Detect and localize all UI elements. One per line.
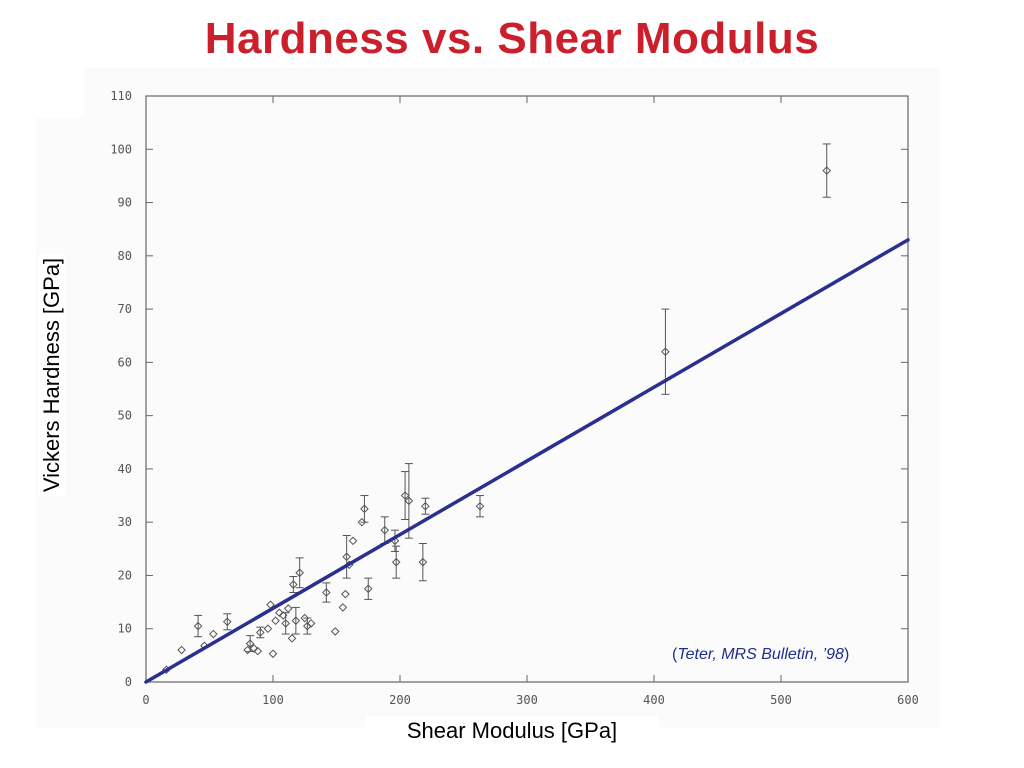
x-axis-label: Shear Modulus [GPa] (366, 716, 658, 746)
citation-annotation: (Teter, MRS Bulletin, ’98) (672, 646, 849, 664)
citation-open-paren: ( (672, 646, 678, 663)
data-point-marker (330, 627, 340, 636)
citation-text: Teter, MRS Bulletin, ’98 (677, 646, 844, 663)
data-point-marker (380, 525, 390, 535)
fit-line (144, 238, 910, 684)
y-axis-label: Vickers Hardness [GPa] (39, 253, 65, 497)
data-point-marker (322, 588, 331, 597)
data-point-marker (400, 491, 410, 500)
data-point-marker (209, 629, 218, 639)
data-points (162, 143, 832, 675)
x-tick-label: 100 (262, 693, 284, 707)
y-tick-label: 100 (110, 142, 132, 156)
plot-frame (145, 95, 909, 683)
data-point-marker (268, 649, 278, 659)
data-point-marker (275, 608, 284, 618)
y-tick-label: 20 (118, 568, 132, 582)
y-tick-label: 30 (118, 515, 132, 529)
y-tick-label: 110 (110, 89, 132, 103)
data-point-marker (661, 347, 670, 357)
data-point-marker (306, 619, 316, 628)
data-point-marker (255, 628, 265, 637)
x-axis: 0 100 200 300 400 500 600 (142, 96, 919, 707)
data-point-marker (253, 646, 263, 656)
data-point-marker (391, 557, 401, 567)
citation-close-paren: ) (843, 646, 850, 663)
data-point-marker (418, 557, 428, 567)
data-point-marker (222, 617, 232, 627)
data-point-marker (283, 604, 293, 613)
y-tick-label: 80 (118, 249, 132, 263)
y-axis: 0 10 20 30 40 50 60 70 80 90 100 110 (110, 89, 908, 689)
x-tick-label: 600 (897, 693, 919, 707)
data-point-marker (302, 621, 312, 631)
data-point-marker (822, 166, 832, 175)
data-point-marker (263, 624, 273, 634)
data-point-marker (289, 580, 298, 589)
x-tick-label: 500 (770, 693, 792, 707)
data-point-marker (177, 645, 186, 655)
data-point-marker (342, 552, 351, 562)
scanned-plot-background (84, 68, 940, 728)
data-point-marker (271, 616, 280, 626)
x-tick-label: 300 (516, 693, 538, 707)
data-point-marker (193, 621, 203, 631)
data-point-marker (245, 639, 255, 648)
data-point-marker (281, 619, 291, 628)
data-point-marker (421, 501, 430, 511)
x-tick-label: 200 (389, 693, 411, 707)
y-tick-label: 70 (118, 302, 132, 316)
y-tick-label: 90 (118, 196, 132, 210)
y-tick-label: 60 (118, 355, 132, 369)
x-tick-label: 0 (142, 693, 149, 707)
data-point-marker (300, 613, 310, 623)
y-tick-label: 10 (118, 622, 132, 636)
chart-title: Hardness vs. Shear Modulus (204, 14, 820, 63)
data-point-marker (360, 504, 369, 514)
x-tick-label: 400 (643, 693, 665, 707)
data-point-marker (363, 584, 373, 594)
data-point-marker (287, 634, 297, 643)
y-tick-label: 50 (118, 409, 132, 423)
data-point-marker (348, 536, 358, 546)
y-tick-label: 0 (125, 675, 132, 689)
y-tick-label: 40 (118, 462, 132, 476)
data-point-marker (295, 568, 304, 578)
data-point-marker (291, 616, 301, 626)
data-point-marker (338, 603, 348, 612)
data-point-marker (341, 589, 350, 599)
data-point-marker (475, 501, 485, 511)
data-point-marker (404, 496, 414, 506)
data-point-marker (249, 644, 259, 653)
